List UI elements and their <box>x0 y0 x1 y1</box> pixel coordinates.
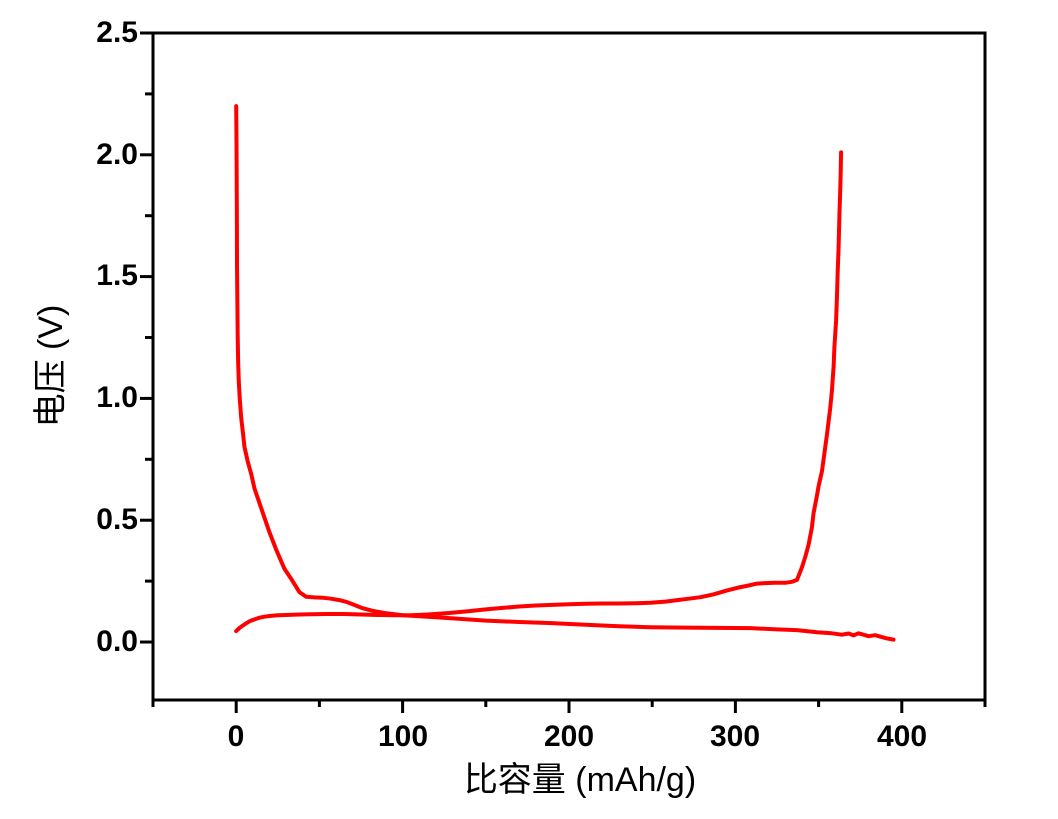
x-tick-label-400: 400 <box>876 720 928 753</box>
charge-curve <box>234 150 844 634</box>
plot-frame <box>151 31 987 702</box>
x-axis-title: 比容量 (mAh/g) <box>463 761 697 799</box>
y-tick-label-1.5: 1.5 <box>96 259 138 292</box>
y-tick-label-0.5: 0.5 <box>96 503 138 536</box>
x-tick-label-300: 300 <box>709 720 761 753</box>
y-tick-label-2.5: 2.5 <box>96 16 138 49</box>
x-tick-label-200: 200 <box>543 720 595 753</box>
y-axis-title: 电压 (V) <box>32 304 70 428</box>
discharge-curve <box>234 104 896 642</box>
y-tick-label-1.0: 1.0 <box>96 381 138 414</box>
x-tick-label-0: 0 <box>227 720 245 753</box>
x-tick-label-100: 100 <box>377 720 429 753</box>
y-tick-label-2.0: 2.0 <box>96 138 138 171</box>
y-tick-label-0.0: 0.0 <box>96 625 138 658</box>
